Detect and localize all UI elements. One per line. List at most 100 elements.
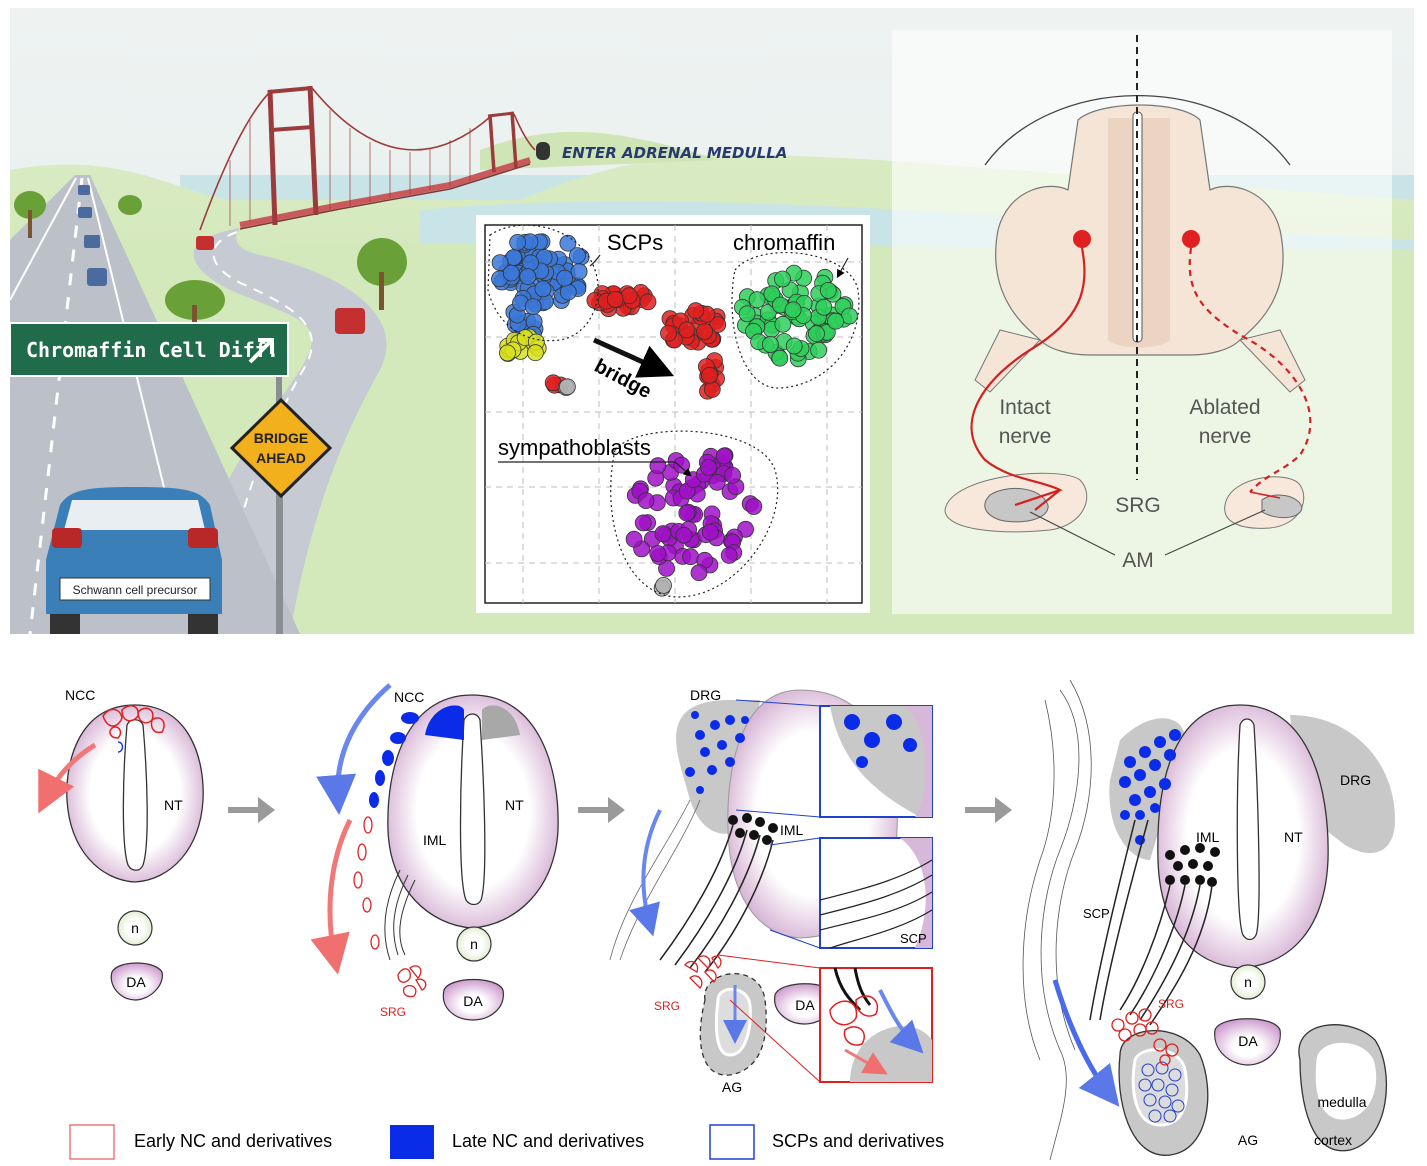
svg-text:DA: DA (1238, 1033, 1258, 1049)
cell-dot (678, 321, 696, 339)
legend-label-late: Late NC and derivatives (452, 1131, 644, 1151)
svg-text:Chromaffin Cell Diff.: Chromaffin Cell Diff. (26, 338, 279, 362)
svg-text:IML: IML (423, 832, 447, 848)
svg-text:AG: AG (722, 1079, 742, 1095)
stage-3: DRG IML SRG DA AG SCP (609, 687, 933, 1095)
svg-text:SCPs: SCPs (607, 230, 663, 255)
cell-dot (639, 293, 657, 311)
svg-text:DA: DA (463, 993, 483, 1009)
road-sign: Chromaffin Cell Diff. (9, 322, 289, 634)
cell-dot (827, 312, 844, 330)
car-icon (78, 185, 365, 334)
stage-4: DRG NT IML SCP SRG n DA AG medulla corte… (1022, 679, 1395, 1161)
cell-dot (763, 285, 781, 303)
cell-dot (745, 498, 763, 515)
cell-dot (556, 269, 574, 287)
svg-text:medulla: medulla (1317, 1094, 1366, 1110)
cell-dot (637, 492, 655, 510)
svg-text:SRG: SRG (380, 1005, 406, 1019)
cell-dot (724, 466, 741, 484)
legend-swatch-scps (709, 1124, 755, 1160)
schwann-car: Schwann cell precursor (46, 487, 222, 634)
cell-dot (774, 315, 792, 333)
legend-swatch-early (69, 1124, 115, 1160)
stage-1: NCC NT n DA (38, 687, 204, 1001)
svg-text:IML: IML (1196, 829, 1220, 845)
svg-text:Ablated: Ablated (1189, 396, 1260, 419)
svg-text:nerve: nerve (1199, 425, 1252, 448)
svg-text:AG: AG (1238, 1132, 1258, 1148)
cell-dot (625, 530, 643, 548)
cell-dot (654, 525, 672, 543)
svg-text:NT: NT (1284, 829, 1303, 845)
legend: Early NC and derivatives Late NC and der… (69, 1124, 944, 1160)
cell-dot (519, 268, 537, 286)
svg-text:AM: AM (1122, 549, 1154, 572)
cell-dot (808, 325, 825, 343)
cell-dot (709, 316, 727, 334)
cell-dot (774, 270, 791, 288)
svg-text:SCP: SCP (900, 931, 927, 946)
svg-text:NCC: NCC (394, 689, 424, 705)
tunnel-icon (536, 142, 550, 160)
cell-dot (701, 523, 719, 541)
cell-dot (696, 323, 713, 340)
cell-dot (819, 281, 837, 299)
cell-dot (522, 254, 539, 272)
cell-dot (499, 344, 516, 362)
cell-dot (502, 264, 520, 282)
svg-text:SRG: SRG (1158, 997, 1184, 1011)
cell-dot (660, 324, 677, 342)
svg-text:Schwann cell precursor: Schwann cell precursor (73, 583, 198, 597)
cell-dot (715, 447, 733, 465)
cell-dot (509, 233, 526, 251)
cell-dot (762, 336, 779, 353)
cell-dot (559, 283, 577, 301)
cell-dot (673, 456, 690, 474)
svg-text:nerve: nerve (999, 425, 1052, 448)
cell-dot (675, 526, 693, 544)
svg-text:chromaffin: chromaffin (733, 230, 835, 255)
cell-dot (569, 247, 586, 265)
cell-dot (687, 302, 705, 320)
cell-dot (701, 366, 718, 384)
cell-dot (690, 564, 708, 582)
svg-text:n: n (1244, 974, 1252, 990)
svg-text:BRIDGE: BRIDGE (254, 430, 308, 446)
cell-dot (703, 380, 721, 398)
svg-text:DRG: DRG (690, 687, 721, 703)
cell-dot (524, 298, 542, 316)
svg-text:NT: NT (164, 797, 183, 813)
cell-dot (527, 344, 544, 362)
tunnel-sign: ENTER ADRENAL MEDULLA (562, 144, 787, 162)
cell-dot (606, 290, 624, 308)
svg-text:cortex: cortex (1314, 1132, 1352, 1148)
cell-dot (620, 287, 638, 305)
cell-dot (708, 473, 726, 491)
cell-dot (748, 291, 766, 309)
cell-dot (738, 305, 756, 323)
cell-dot (700, 458, 717, 476)
svg-text:SRG: SRG (1115, 494, 1161, 517)
svg-text:n: n (131, 920, 139, 936)
cell-dot (810, 341, 827, 359)
cell-dot (649, 457, 667, 475)
cell-dot (570, 263, 588, 281)
cluster-plot: SCPs chromaffin bridge sympathoblasts (476, 215, 870, 613)
cell-dot (815, 298, 833, 316)
bridge-ahead-sign: BRIDGE AHEAD (229, 397, 333, 634)
cell-dot (649, 545, 667, 562)
cell-dot (784, 301, 802, 319)
cell-dot (682, 548, 699, 566)
arrow-right-icon (965, 797, 1012, 823)
arrow-right-icon (578, 797, 625, 823)
svg-text:DA: DA (126, 974, 146, 990)
cell-dot (771, 349, 789, 367)
svg-text:NT: NT (505, 797, 524, 813)
legend-swatch-late (390, 1125, 434, 1159)
cell-dot (534, 280, 552, 298)
svg-text:DA: DA (795, 997, 815, 1013)
svg-text:NCC: NCC (65, 687, 95, 703)
cell-dot (720, 547, 738, 564)
